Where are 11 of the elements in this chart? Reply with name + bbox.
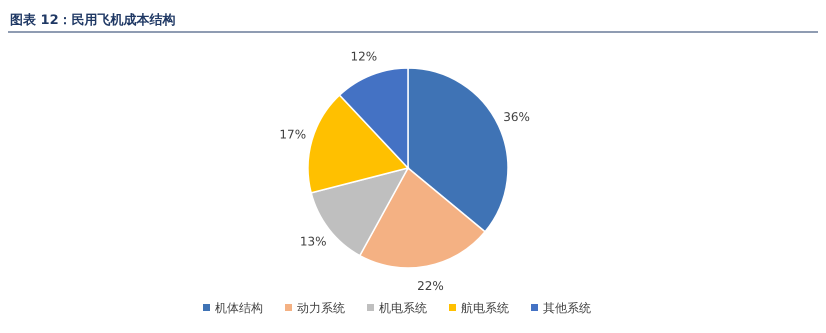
data-label: 36% [503, 110, 530, 124]
text: 图表 12：民用飞机成本结构 [10, 13, 176, 28]
data-label: 22% [417, 279, 444, 294]
data-label: 12% [350, 50, 378, 64]
legend-label: 其他系统 [543, 301, 591, 316]
data-label: 13% [300, 234, 327, 249]
legend-label: 航电系统 [461, 301, 509, 316]
legend-label: 机体结构 [215, 301, 263, 316]
data-label: 17% [279, 128, 306, 142]
legend-label: 机电系统 [379, 301, 427, 316]
legend-label: 动力系统 [297, 301, 345, 316]
